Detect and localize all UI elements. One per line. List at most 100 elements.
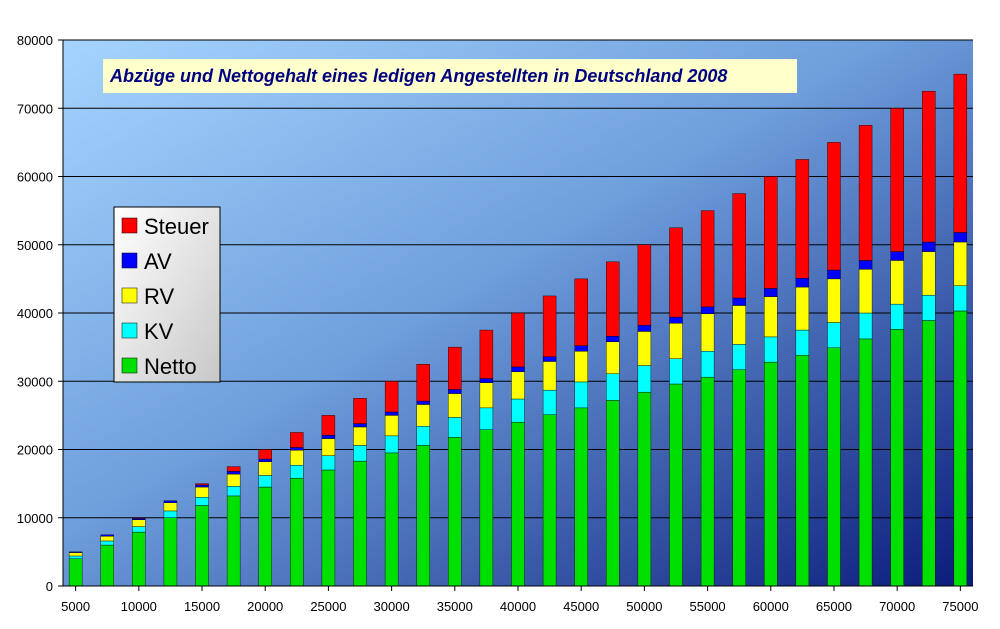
bar-segment-rv bbox=[321, 438, 336, 456]
bar-segment-av bbox=[858, 260, 873, 270]
bar-segment-steuer bbox=[448, 346, 462, 390]
bar-segment-kv bbox=[353, 445, 367, 462]
bar-segment-steuer bbox=[226, 466, 241, 472]
y-tick-label: 20000 bbox=[17, 443, 53, 458]
bar-segment-netto bbox=[290, 477, 304, 587]
bar-segment-steuer bbox=[353, 398, 367, 424]
bar-segment-steuer bbox=[795, 159, 810, 279]
y-tick-label: 10000 bbox=[17, 511, 53, 526]
legend-swatch-rv bbox=[121, 287, 138, 304]
bar-segment-av bbox=[890, 251, 904, 261]
y-tick-label: 30000 bbox=[17, 374, 53, 389]
bar-segment-netto bbox=[163, 517, 178, 587]
x-tick-label: 40000 bbox=[500, 599, 536, 614]
bar-segment-av bbox=[953, 232, 968, 243]
bar-segment-netto bbox=[890, 329, 904, 587]
bar-segment-av bbox=[384, 411, 399, 416]
bar-segment-netto bbox=[764, 361, 778, 587]
bar-segment-netto bbox=[321, 469, 336, 587]
bar-segment-netto bbox=[416, 445, 430, 587]
bar-segment-kv bbox=[195, 497, 209, 506]
bar-segment-av bbox=[637, 325, 652, 332]
legend-swatch-kv bbox=[121, 322, 138, 339]
bar-segment-steuer bbox=[732, 193, 746, 299]
bar-segment-steuer bbox=[290, 432, 304, 448]
x-tick-label: 75000 bbox=[942, 599, 978, 614]
bar-segment-netto bbox=[606, 400, 620, 587]
bar-segment-kv bbox=[890, 303, 904, 330]
bar-segment-netto bbox=[795, 355, 810, 587]
bar-segment-rv bbox=[511, 371, 525, 400]
bar-segment-av bbox=[827, 269, 841, 280]
bar-segment-rv bbox=[700, 313, 715, 352]
bar-segment-av bbox=[511, 366, 525, 372]
bar-segment-rv bbox=[795, 286, 810, 331]
bar-segment-kv bbox=[100, 540, 114, 546]
bar-segment-netto bbox=[226, 495, 241, 587]
bar-segment-av bbox=[700, 306, 715, 314]
bar-segment-netto bbox=[132, 531, 146, 587]
bar-segment-rv bbox=[416, 404, 430, 427]
x-tick-label: 60000 bbox=[753, 599, 789, 614]
bar-segment-rv bbox=[764, 296, 778, 338]
bar-segment-av bbox=[416, 400, 430, 405]
bar-segment-steuer bbox=[764, 176, 778, 289]
bar-segment-kv bbox=[795, 329, 810, 356]
bar-segment-av bbox=[574, 345, 588, 352]
chart-title-box: Abzüge und Nettogehalt eines ledigen Ang… bbox=[103, 59, 797, 93]
bar-segment-steuer bbox=[574, 278, 588, 346]
bar-segment-kv bbox=[163, 510, 178, 518]
bar-segment-rv bbox=[606, 341, 620, 374]
bar-segment-steuer bbox=[542, 295, 557, 357]
bar-segment-netto bbox=[669, 383, 683, 587]
bar-segment-rv bbox=[226, 473, 241, 487]
bar-segment-rv bbox=[637, 331, 652, 366]
legend-label-netto: Netto bbox=[144, 354, 197, 379]
bar-segment-av bbox=[922, 241, 936, 252]
bar-segment-netto bbox=[700, 376, 715, 587]
bar-segment-rv bbox=[858, 269, 873, 314]
bar-segment-steuer bbox=[384, 381, 399, 413]
bar-segment-steuer bbox=[132, 517, 146, 519]
bar-segment-netto bbox=[479, 429, 494, 587]
x-tick-labels: 5000 10000 15000 20000 25000 30000 35000 40000 4… bbox=[61, 586, 978, 614]
bar-segment-av bbox=[732, 297, 746, 306]
bar-segment-kv bbox=[479, 407, 494, 430]
y-tick-label: 40000 bbox=[17, 306, 53, 321]
bar-segment-netto bbox=[511, 422, 525, 587]
y-tick-label: 80000 bbox=[17, 33, 53, 48]
bar-segment-netto bbox=[732, 369, 746, 587]
bar-segment-av bbox=[290, 447, 304, 451]
x-tick-label: 30000 bbox=[374, 599, 410, 614]
bar-segment-steuer bbox=[669, 227, 683, 318]
bar-segment-rv bbox=[100, 535, 114, 542]
bar-segment-netto bbox=[574, 407, 588, 587]
bar-segment-steuer bbox=[606, 261, 620, 337]
x-tick-label: 25000 bbox=[310, 599, 346, 614]
bar-segment-netto bbox=[953, 310, 968, 587]
bar-segment-kv bbox=[511, 398, 525, 423]
legend-label-kv: KV bbox=[144, 319, 174, 344]
bar-segment-kv bbox=[827, 322, 841, 349]
bar-segment-kv bbox=[68, 555, 83, 559]
bar-segment-rv bbox=[669, 323, 683, 359]
bar-segment-kv bbox=[669, 358, 683, 385]
legend-swatch-av bbox=[121, 252, 138, 269]
x-tick-label: 15000 bbox=[184, 599, 220, 614]
bar-segment-netto bbox=[100, 544, 114, 587]
bar-segment-av bbox=[795, 277, 810, 288]
bar-segment-rv bbox=[163, 502, 178, 512]
bar-segment-rv bbox=[258, 461, 272, 476]
chart-title-background bbox=[103, 59, 797, 93]
bar-segment-netto bbox=[542, 414, 557, 587]
bar-segment-steuer bbox=[195, 483, 209, 486]
bar-segment-netto bbox=[448, 437, 462, 587]
bar-segment-kv bbox=[574, 381, 588, 409]
bar-segment-steuer bbox=[479, 329, 494, 379]
x-tick-label: 70000 bbox=[879, 599, 915, 614]
x-tick-label: 35000 bbox=[437, 599, 473, 614]
bar-segment-steuer bbox=[416, 363, 430, 402]
bar-segment-steuer bbox=[321, 415, 336, 436]
x-tick-label: 55000 bbox=[690, 599, 726, 614]
